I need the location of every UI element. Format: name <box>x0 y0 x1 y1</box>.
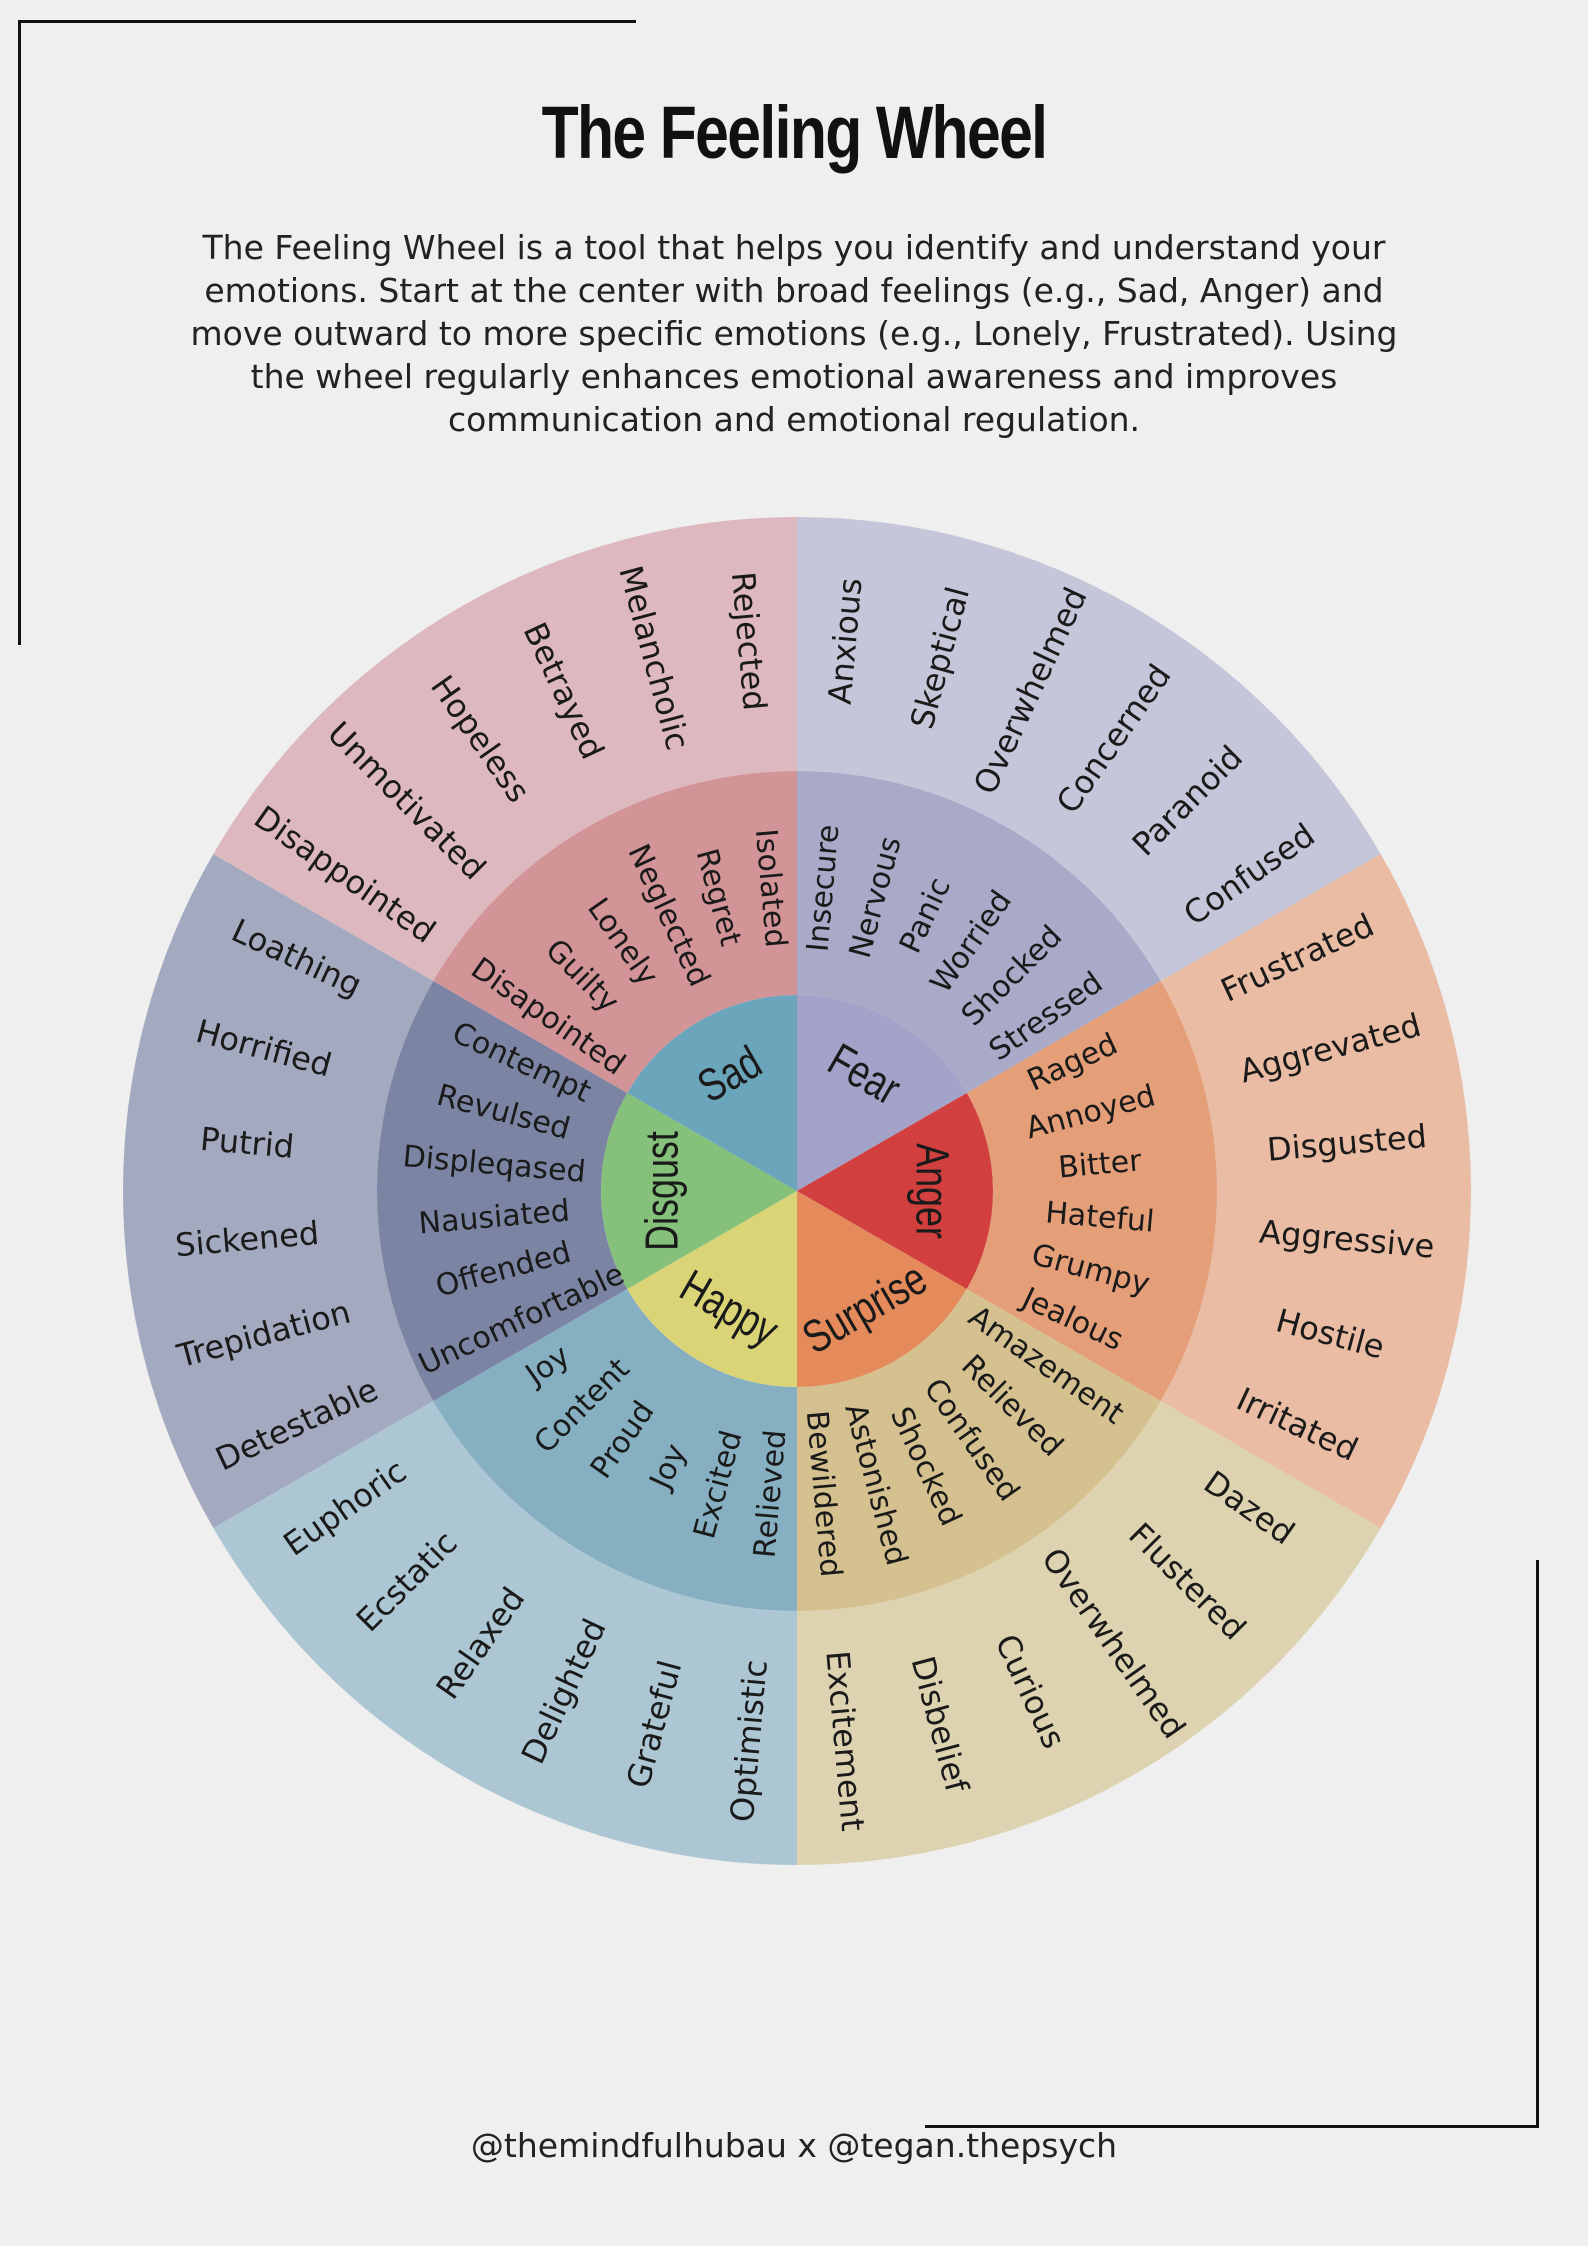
core-segment-anger <box>797 1093 993 1289</box>
outer-ring <box>123 517 1471 1865</box>
core-segment-disgust <box>601 1093 797 1289</box>
frame-top-line <box>18 20 636 23</box>
middle-ring <box>376 771 1218 1611</box>
outer-segment-sad <box>213 517 797 981</box>
core-segment-surprise <box>797 1191 967 1387</box>
frame-bottom-line <box>925 2125 1539 2128</box>
credit-line: @themindfulhubau x @tegan.thepsych <box>470 2126 1118 2165</box>
intro-paragraph: The Feeling Wheel is a tool that helps y… <box>190 228 1398 439</box>
frame-right-line <box>1536 1560 1539 2128</box>
outer-segment-happy <box>213 1401 797 1865</box>
middle-segment-anger <box>966 981 1218 1401</box>
outer-segment-disgust <box>123 854 434 1528</box>
middle-segment-happy <box>433 1289 797 1611</box>
page-title: The Feeling Wheel <box>541 91 1048 174</box>
core-ring <box>601 995 993 1387</box>
core-segment-happy <box>627 1191 797 1387</box>
middle-segment-sad <box>433 771 797 1093</box>
core-segment-sad <box>627 995 797 1191</box>
middle-segment-surprise <box>797 1289 1161 1611</box>
middle-segment-disgust <box>376 981 628 1401</box>
frame-left-line <box>18 20 21 645</box>
outer-segment-fear <box>797 517 1381 981</box>
outer-segment-surprise <box>797 1401 1381 1865</box>
outer-segment-anger <box>1160 854 1471 1528</box>
core-segment-fear <box>797 995 967 1191</box>
middle-label-bitter: Bitter <box>1057 1143 1144 1185</box>
middle-segment-fear <box>797 771 1161 1093</box>
core-label-anger: Anger <box>906 1143 957 1239</box>
core-label-disgust: Disgust <box>636 1131 687 1251</box>
outer-label-putrid: Putrid <box>199 1120 296 1166</box>
